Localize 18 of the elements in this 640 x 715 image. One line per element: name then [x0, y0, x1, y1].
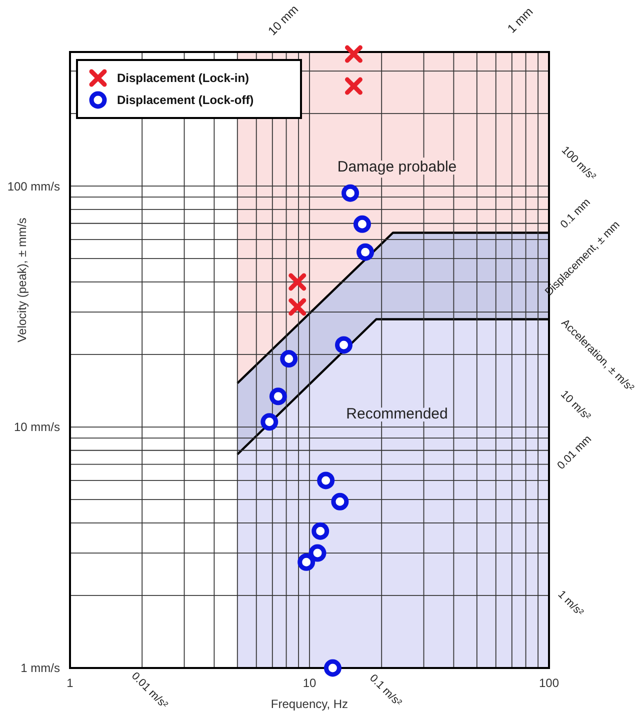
- text: 0.1 mm: [558, 196, 593, 231]
- text: 10 m/s²: [558, 388, 593, 424]
- legend-label: Displacement (Lock-in): [117, 71, 250, 86]
- text: 10 mm: [265, 2, 302, 38]
- text: 1 m/s²: [555, 588, 586, 619]
- y-axis-title: Velocity (peak), ± mm/s: [15, 218, 29, 342]
- x-tick-label: 10: [302, 676, 316, 690]
- y-tick-label: 100 mm/s: [7, 179, 60, 194]
- text: 0.01 mm: [555, 433, 594, 472]
- y-tick-label: 10 mm/s: [14, 420, 60, 434]
- text: 0.1 m/s²: [367, 672, 404, 710]
- x-axis-title: Frequency, Hz: [270, 697, 348, 711]
- text: 1 mm: [504, 4, 536, 36]
- text: 100 m/s²: [559, 144, 598, 184]
- x-tick-label: 100: [538, 676, 560, 690]
- legend-label: Displacement (Lock-off): [117, 93, 254, 108]
- y-tick-label: 1 mm/s: [20, 661, 60, 676]
- x-tick-label: 1: [66, 676, 74, 690]
